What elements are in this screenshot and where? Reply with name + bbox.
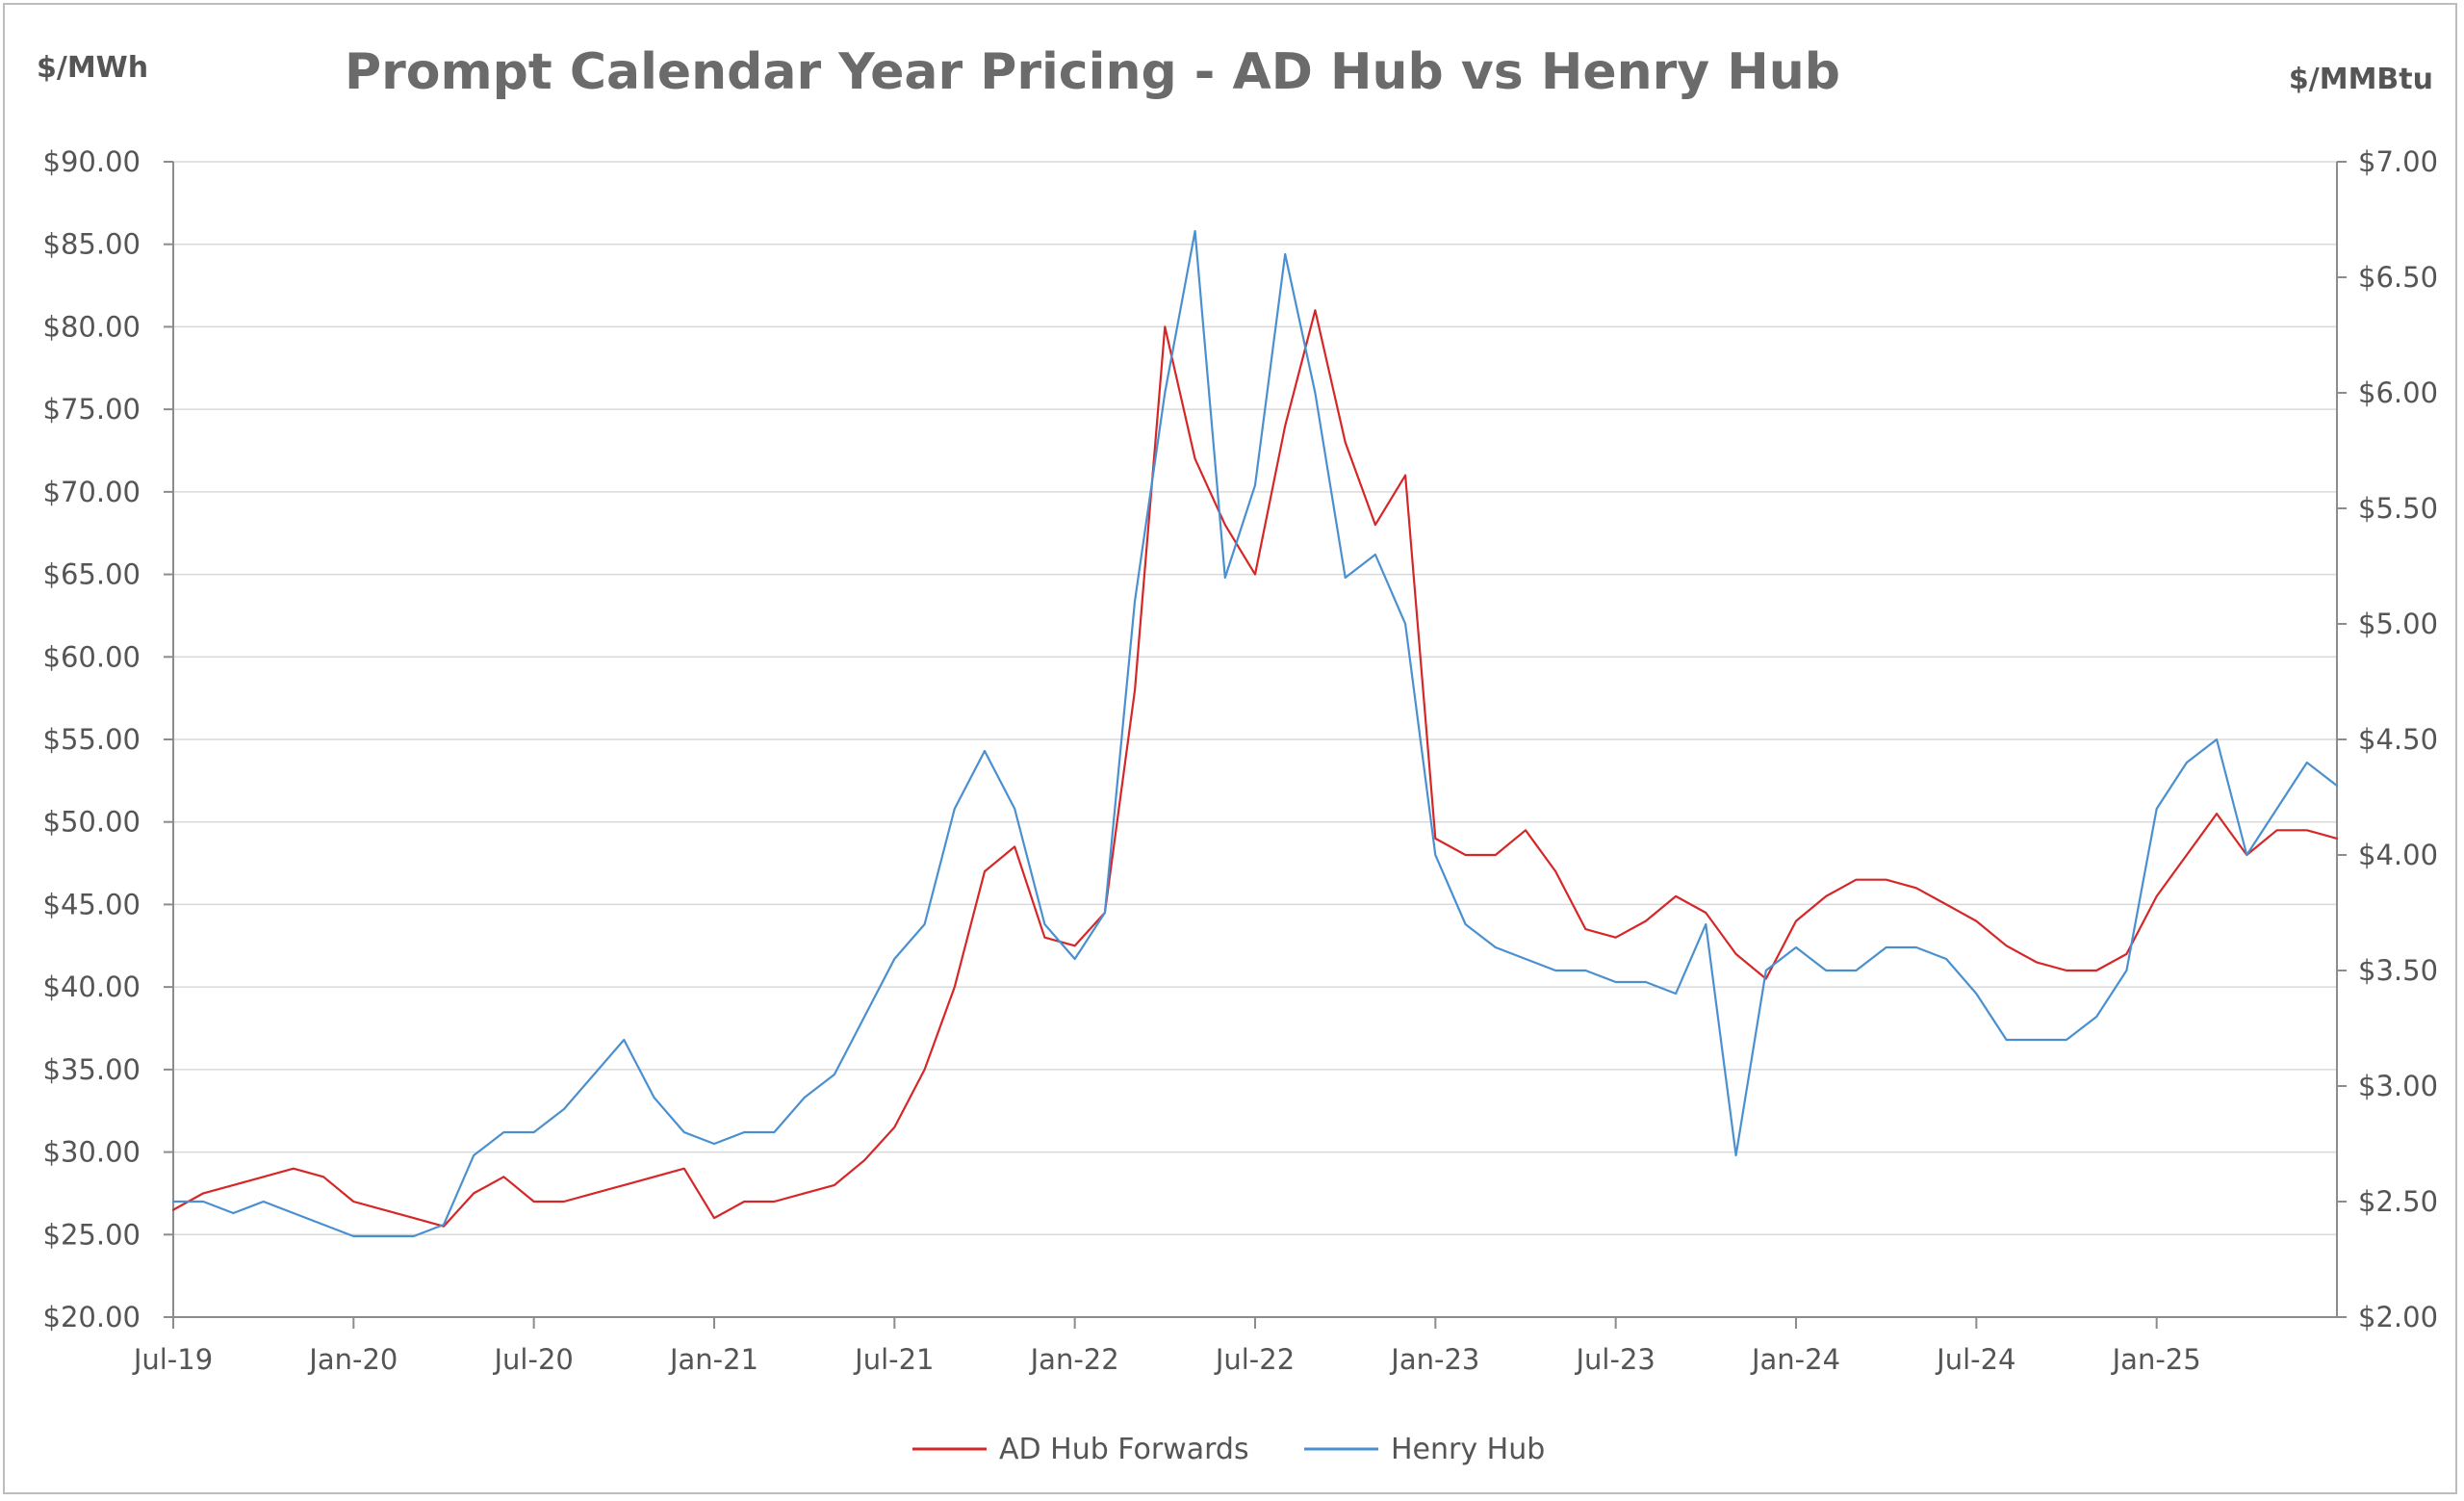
gridlines [173,161,2337,1236]
left-tick-label: $40.00 [43,970,141,1003]
x-tick-label: Jan-23 [1389,1343,1479,1376]
x-tick-label: Jan-22 [1029,1343,1119,1376]
x-tick-label: Jan-25 [2111,1343,2201,1376]
left-tick-label: $65.00 [43,558,141,591]
left-tick-label: $55.00 [43,723,141,756]
right-tick-label: $2.00 [2358,1301,2438,1333]
right-axis-ticks: $2.00 $2.50 $3.00 $3.50 $4.00 $4.50 $5.00 $5.50… [2337,145,2438,1333]
series-layer [171,229,2339,1238]
right-tick-label: $3.50 [2358,954,2438,987]
left-tick-label: $50.00 [43,806,141,839]
x-tick-label: Jan-21 [668,1343,758,1376]
left-tick-label: $75.00 [43,393,141,426]
left-tick-label: $60.00 [43,640,141,673]
left-tick-label: $85.00 [43,228,141,261]
right-tick-label: $5.50 [2358,492,2438,525]
left-tick-label: $35.00 [43,1053,141,1086]
left-tick-label: $20.00 [43,1301,141,1333]
series-line-henry-hub [171,229,2339,1238]
right-axis-unit: $/MMBtu [2289,63,2433,96]
right-tick-label: $5.00 [2358,608,2438,640]
left-tick-label: $30.00 [43,1136,141,1169]
chart-frame [3,3,2457,1494]
x-tick-label: Jul-23 [1574,1343,1655,1376]
x-tick-label: Jul-19 [132,1343,213,1376]
x-tick-label: Jan-20 [307,1343,398,1376]
x-tick-label: Jul-21 [853,1343,934,1376]
x-tick-label: Jan-24 [1750,1343,1840,1376]
left-axis-unit: $/MWh [37,51,148,85]
left-tick-label: $45.00 [43,888,141,920]
right-tick-label: $2.50 [2358,1185,2438,1218]
right-tick-label: $4.50 [2358,723,2438,756]
x-tick-label: Jul-20 [492,1343,573,1376]
legend: AD Hub Forwards Henry Hub [912,1433,1545,1466]
left-axis-ticks: $20.00 $25.00 $30.00 $35.00 $40.00 $45.00 $50.… [43,145,173,1333]
right-tick-label: $3.00 [2358,1070,2438,1102]
right-tick-label: $4.00 [2358,839,2438,871]
x-tick-label: Jul-22 [1214,1343,1295,1376]
right-tick-label: $6.50 [2358,261,2438,294]
legend-label-ad-hub: AD Hub Forwards [999,1433,1249,1466]
series-line-ad-hub-forwards [171,309,2339,1228]
left-tick-label: $90.00 [43,145,141,178]
x-axis-ticks: Jul-19 Jan-20 Jul-20 Jan-21 Jul-21 Jan-22 Jul-… [132,1317,2201,1376]
left-tick-label: $70.00 [43,476,141,508]
right-tick-label: $6.00 [2358,376,2438,409]
x-tick-label: Jul-24 [1935,1343,2015,1376]
chart-title: Prompt Calendar Year Pricing - AD Hub vs… [345,43,1840,101]
left-tick-label: $25.00 [43,1218,141,1251]
right-tick-label: $7.00 [2358,145,2438,178]
left-tick-label: $80.00 [43,310,141,343]
legend-label-henry-hub: Henry Hub [1391,1433,1545,1466]
